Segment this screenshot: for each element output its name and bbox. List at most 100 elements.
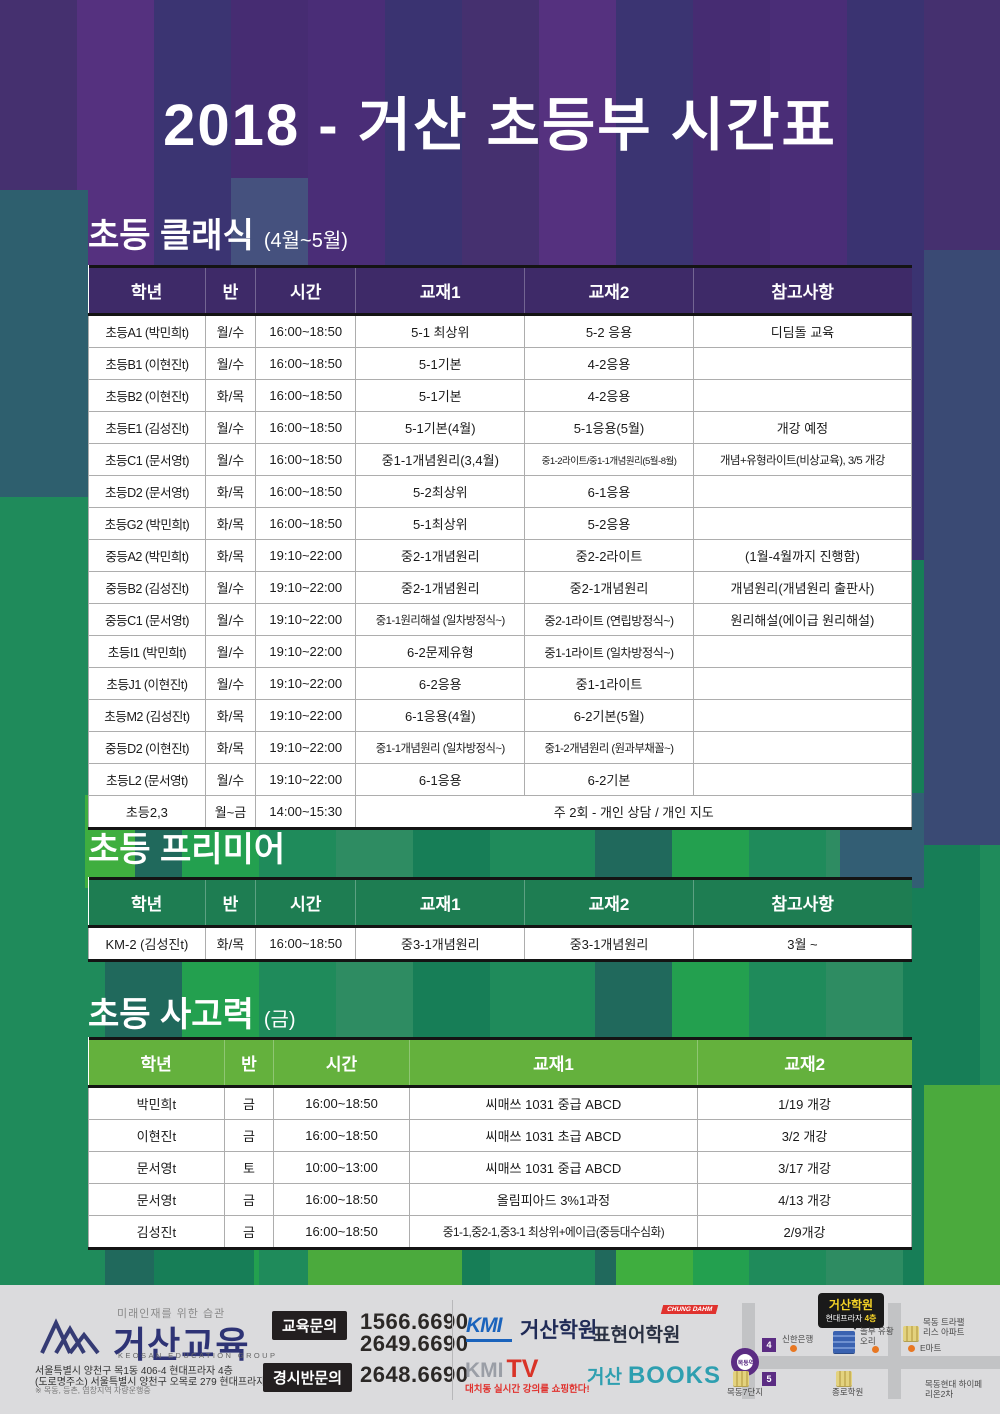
cell: 4/13 개강 bbox=[697, 1183, 912, 1216]
cell: 월/수 bbox=[204, 571, 257, 604]
cell bbox=[692, 347, 913, 380]
cell: 씨매쓰 1031 초급 ABCD bbox=[408, 1119, 699, 1152]
timetable-classic: 학년 반 시간 교재1 교재2 참고사항 초등A1 (박민희t) 월/수 16:00~18:50… bbox=[88, 265, 913, 830]
cell: 19:10~22:00 bbox=[255, 731, 357, 764]
cell: 중등D2 (이현진t) bbox=[88, 731, 206, 764]
bubble-academy-name: 거산학원 bbox=[828, 1298, 874, 1312]
cell: 화/목 bbox=[204, 731, 257, 764]
keosan-books-logo: 거산 BOOKS bbox=[587, 1362, 721, 1390]
cell: 중1-1개념원리 (일차방정식~) bbox=[355, 731, 526, 764]
table-row: 박민희t 금 16:00~18:50 씨매쓰 1031 중급 ABCD 1/19 개강 bbox=[88, 1086, 912, 1120]
table-row: 초등I1 (박민희t) 월/수 19:10~22:00 6-2문제유형 중1-1라이트 … bbox=[88, 635, 913, 668]
column-header: 교재1 bbox=[355, 878, 526, 928]
poi-mokdong7-building-icon bbox=[733, 1371, 749, 1386]
table-row: 김성진t 금 16:00~18:50 중1-1,중2-1,중3-1 최상위+에이급(중… bbox=[88, 1215, 912, 1249]
cell bbox=[692, 379, 913, 412]
poi-emart-label: E마트 bbox=[920, 1343, 942, 1353]
column-header: 시간 bbox=[273, 1038, 410, 1088]
section-heading-classic: 초등 클래식 (4월~5월) bbox=[88, 208, 348, 257]
table-row: 초등M2 (김성진t) 화/목 19:10~22:00 6-1응용(4월) 6-2기본(… bbox=[88, 699, 913, 732]
cell: 중1-2라이트/중1-1개념원리(5월-8월) bbox=[524, 443, 694, 476]
bg-slate-right bbox=[924, 250, 1000, 845]
table-row: 초등C1 (문서영t) 월/수 16:00~18:50 중1-1개념원리(3,4월) 중… bbox=[88, 443, 913, 476]
table-row: 중등A2 (박민희t) 화/목 19:10~22:00 중2-1개념원리 중2-2라이트… bbox=[88, 539, 913, 572]
cell: 초등B1 (이현진t) bbox=[88, 347, 206, 380]
cell: 초등A1 (박민희t) bbox=[88, 314, 206, 348]
cell: 중2-1개념원리 bbox=[355, 539, 526, 572]
column-header: 교재2 bbox=[524, 266, 694, 316]
kmi-tv-logo: KMI TV bbox=[465, 1355, 538, 1384]
column-header: 참고사항 bbox=[693, 878, 912, 928]
cell: 16:00~18:50 bbox=[255, 379, 357, 412]
bg-slate-accent bbox=[231, 178, 308, 265]
exit-5-badge: 5 bbox=[762, 1372, 776, 1386]
column-header: 교재1 bbox=[355, 266, 526, 316]
cell: 중2-1개념원리 bbox=[524, 571, 694, 604]
table-row: 문서영t 금 16:00~18:50 올림피아드 3%1과정 4/13 개강 bbox=[88, 1183, 912, 1216]
column-header: 반 bbox=[205, 266, 257, 316]
kmi-tv-tv: TV bbox=[506, 1355, 539, 1383]
cell: 중1-1라이트 bbox=[524, 667, 694, 700]
cell: 19:10~22:00 bbox=[255, 699, 357, 732]
table-row: 중등C1 (문서영t) 월/수 19:10~22:00 중1-1원리해설 (일차방정식… bbox=[88, 603, 913, 636]
cell: 월/수 bbox=[204, 667, 257, 700]
cell: 중3-1개념원리 bbox=[355, 926, 526, 961]
poi-jongro-building-icon bbox=[836, 1371, 852, 1386]
section-heading-thinking: 초등 사고력 (금) bbox=[88, 987, 296, 1036]
map-road-vertical-2 bbox=[888, 1303, 901, 1399]
cell: 16:00~18:50 bbox=[255, 475, 357, 508]
cell: 중등A2 (박민희t) bbox=[88, 539, 206, 572]
cell: 개강 예정 bbox=[692, 411, 913, 444]
cell: 16:00~18:50 bbox=[273, 1183, 410, 1216]
contest-inquiry-badge: 경시반문의 bbox=[263, 1363, 353, 1392]
cell: 월/수 bbox=[204, 635, 257, 668]
cell: 중1-1,중2-1,중3-1 최상위+에이급(중등대수심화) bbox=[408, 1215, 699, 1249]
kmi-academy-name: 거산학원 bbox=[520, 1319, 598, 1342]
table-row: 초등G2 (박민희t) 화/목 16:00~18:50 5-1최상위 5-2응용 bbox=[88, 507, 913, 540]
cell: 16:00~18:50 bbox=[273, 1119, 410, 1152]
section-title: 초등 사고력 bbox=[88, 996, 254, 1034]
logo-name: 거산교육 bbox=[113, 1324, 250, 1365]
kmi-tv-kmi: KMI bbox=[465, 1359, 504, 1382]
cell: 6-2기본(5월) bbox=[524, 699, 694, 732]
address-line-2: (도로명주소) 서울특별시 양천구 오목로 279 현대프라자 4층 bbox=[35, 1377, 283, 1388]
poi-trapalace-label: 목동 트라팰리스 아파트 bbox=[923, 1317, 965, 1337]
logo-eng: KEOSAN EDUCATION GROUP bbox=[118, 1351, 278, 1360]
poi-hyperion-label: 목동현대 하이페리온2차 bbox=[925, 1379, 983, 1399]
cell: 16:00~18:50 bbox=[255, 314, 357, 348]
cell: 6-2기본 bbox=[524, 763, 694, 796]
cell: 19:10~22:00 bbox=[255, 763, 357, 796]
cell: 월~금 bbox=[204, 795, 257, 829]
cell: 16:00~18:50 bbox=[255, 926, 357, 961]
bg-lightgreen-right bbox=[924, 1085, 1000, 1285]
cell: 16:00~18:50 bbox=[255, 507, 357, 540]
cell: 4-2응용 bbox=[524, 379, 694, 412]
cell: 중등C1 (문서영t) bbox=[88, 603, 206, 636]
cell: 16:00~18:50 bbox=[255, 443, 357, 476]
bubble-building-name: 현대프라자 bbox=[825, 1314, 863, 1323]
cell: 월/수 bbox=[204, 314, 257, 348]
cell: 19:10~22:00 bbox=[255, 635, 357, 668]
table-row: 문서영t 토 10:00~13:00 씨매쓰 1031 중급 ABCD 3/17 개강 bbox=[88, 1151, 912, 1184]
cell: 6-1응용(4월) bbox=[355, 699, 526, 732]
map-road-horizontal bbox=[738, 1356, 1000, 1369]
cell: 주 2회 - 개인 상담 / 개인 지도 bbox=[355, 795, 912, 829]
mountain-logo-icon bbox=[40, 1318, 100, 1355]
cell: 19:10~22:00 bbox=[255, 539, 357, 572]
bg-teal-block bbox=[0, 190, 88, 497]
poi-nolbu-label: 놀부 유황오리 bbox=[860, 1326, 894, 1346]
cell: 씨매쓰 1031 중급 ABCD bbox=[408, 1151, 699, 1184]
poi-emart-dot bbox=[908, 1345, 915, 1352]
cell: 16:00~18:50 bbox=[255, 347, 357, 380]
cell: 원리해설(에이급 원리해설) bbox=[692, 603, 913, 636]
section-subtitle: (4월~5월) bbox=[263, 230, 348, 252]
cell bbox=[692, 475, 913, 508]
cell: 이현진t bbox=[88, 1119, 225, 1152]
bubble-floor: 4층 bbox=[864, 1314, 877, 1323]
cell: 화/목 bbox=[204, 539, 257, 572]
academy-location-bubble: 거산학원 현대프라자 4층 bbox=[818, 1293, 884, 1330]
cell: 월/수 bbox=[204, 603, 257, 636]
exit-4-badge: 4 bbox=[762, 1338, 776, 1352]
cell: 개념원리(개념원리 출판사) bbox=[692, 571, 913, 604]
cell: 4-2응용 bbox=[524, 347, 694, 380]
